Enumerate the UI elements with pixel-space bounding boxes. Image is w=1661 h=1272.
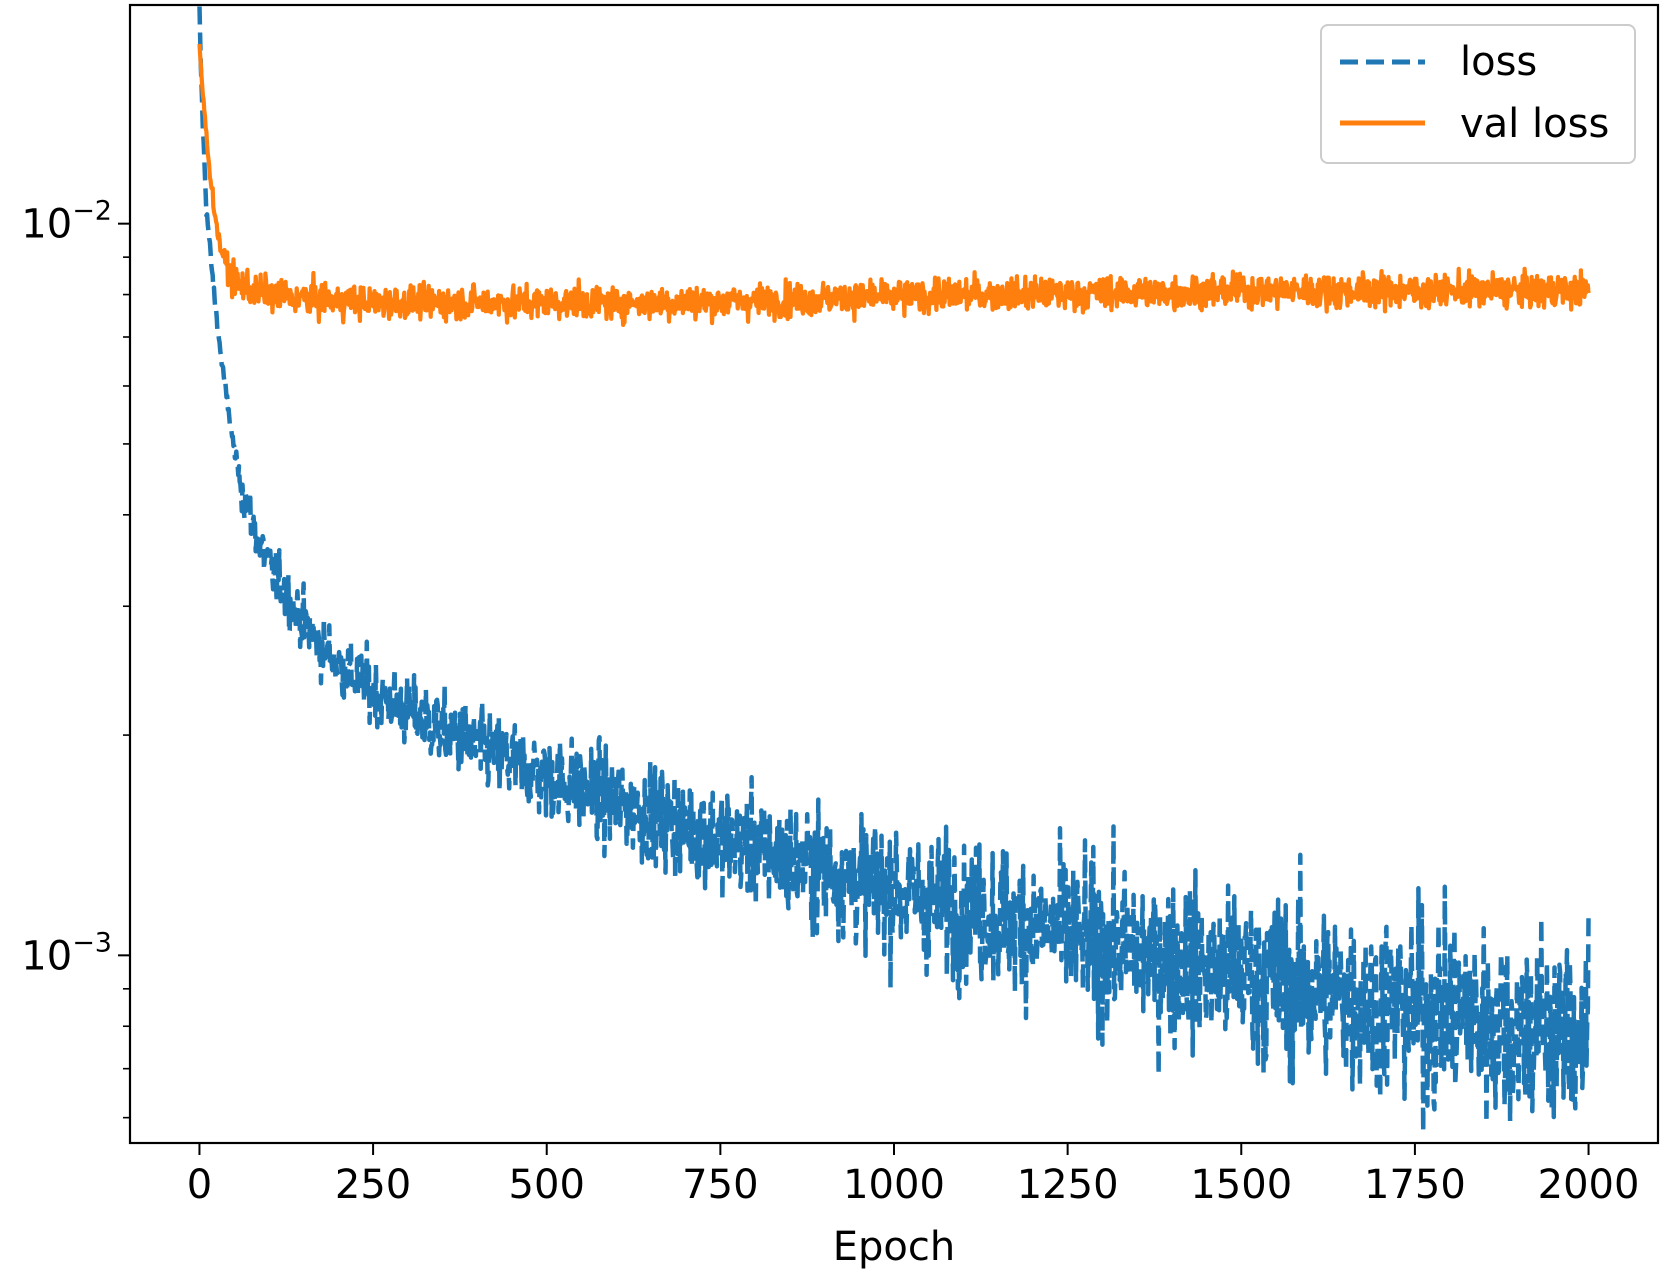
x-axis: 0 250 500 750 1000 1250 1500 1750 2000 — [187, 1143, 1640, 1208]
plot-frame — [128, 3, 1660, 1145]
y-tick-label: 10−2 — [21, 196, 112, 248]
y-tick-label: 10−3 — [21, 927, 112, 979]
x-tick-label: 1000 — [843, 1162, 945, 1208]
series-line-val-loss — [197, 43, 1591, 327]
x-tick-label: 0 — [187, 1162, 212, 1208]
x-tick-label: 1250 — [1017, 1162, 1119, 1208]
x-tick-label: 1750 — [1364, 1162, 1466, 1208]
x-tick-label: 750 — [682, 1162, 758, 1208]
legend: loss val loss — [1320, 24, 1636, 164]
x-tick-label: 2000 — [1538, 1162, 1640, 1208]
y-axis: 10−2 10−3 — [21, 196, 130, 1119]
legend-label-val-loss: val loss — [1460, 101, 1609, 147]
x-tick-label: 1500 — [1190, 1162, 1292, 1208]
legend-label-loss: loss — [1460, 39, 1537, 85]
series-lines — [197, 6, 1591, 1134]
series-line-loss — [197, 6, 1591, 1134]
x-axis-label: Epoch — [833, 1224, 955, 1270]
x-tick-label: 250 — [335, 1162, 411, 1208]
x-tick-label: 500 — [509, 1162, 585, 1208]
